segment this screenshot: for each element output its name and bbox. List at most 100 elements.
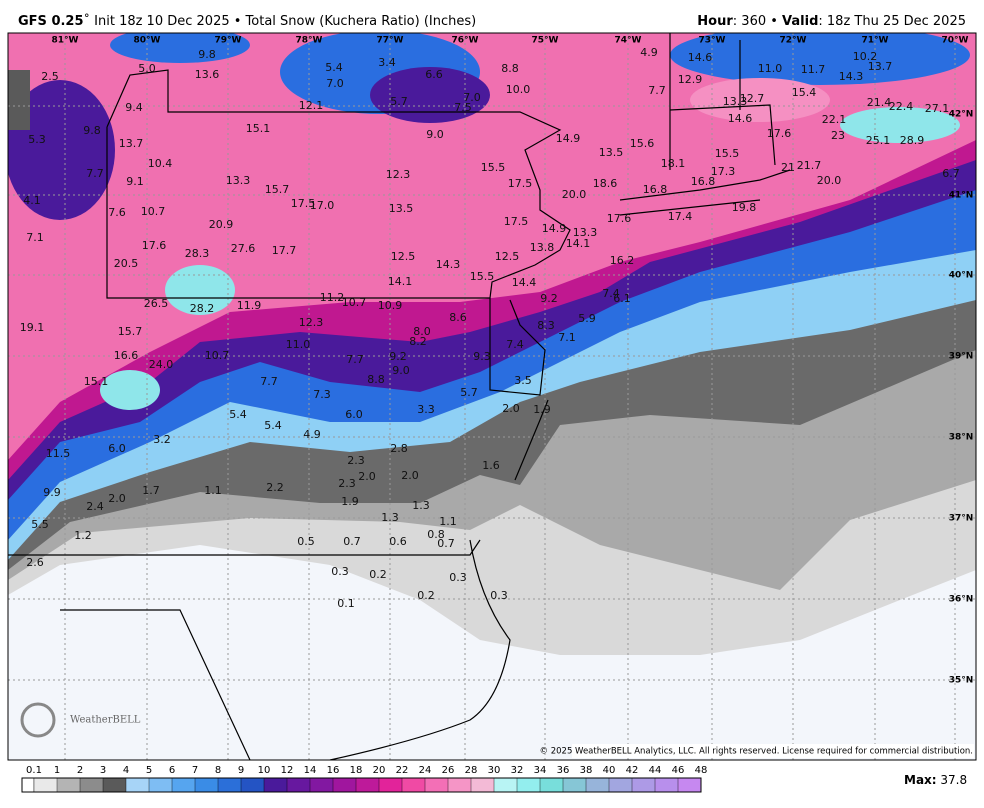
colorbar-tick-label: 14 (304, 765, 317, 776)
lat-label: 39°N (949, 352, 974, 362)
snow-amount-label: 14.1 (388, 275, 413, 288)
snow-amount-label: 17.3 (711, 165, 736, 178)
lat-label: 40°N (949, 271, 974, 281)
colorbar-tick-label: 16 (327, 765, 340, 776)
snow-amount-label: 23 (831, 129, 845, 142)
snow-amount-label: 8.8 (367, 373, 385, 386)
snow-amount-label: 9.4 (125, 101, 143, 114)
snow-amount-label: 6.0 (108, 442, 126, 455)
snow-amount-label: 17.5 (508, 177, 533, 190)
snow-amount-label: 1.1 (204, 484, 222, 497)
snow-amount-label: 13.6 (195, 68, 220, 81)
snow-amount-label: 2.3 (347, 454, 365, 467)
colorbar-box (632, 778, 655, 792)
snow-amount-label: 8.6 (449, 311, 467, 324)
colorbar-tick-label: 24 (419, 765, 432, 776)
snow-amount-label: 7.0 (463, 91, 481, 104)
snow-amount-label: 12.3 (299, 316, 324, 329)
snow-amount-label: 7.4 (602, 287, 620, 300)
snow-amount-label: 27.1 (925, 102, 950, 115)
snow-amount-label: 14.3 (839, 70, 864, 83)
colorbar-box (218, 778, 241, 792)
snow-amount-label: 14.9 (542, 222, 567, 235)
snow-amount-label: 0.3 (449, 571, 467, 584)
snow-amount-label: 10.4 (148, 157, 173, 170)
snow-amount-label: 6.7 (942, 167, 960, 180)
snow-amount-label: 10.0 (506, 83, 531, 96)
snow-amount-label: 8.0 (413, 325, 431, 338)
header-segment: : 360 • (733, 14, 782, 29)
snow-amount-label: 10.7 (141, 205, 166, 218)
colorbar-tick-label: 44 (649, 765, 662, 776)
snow-amount-label: 14.4 (512, 276, 537, 289)
colorbar-box (287, 778, 310, 792)
colorbar-box (471, 778, 494, 792)
snow-amount-label: 15.6 (630, 137, 655, 150)
colorbar-tick-label: 38 (580, 765, 593, 776)
snow-amount-label: 7.6 (108, 206, 126, 219)
header-right: Hour: 360 • Valid: 18z Thu 25 Dec 2025 (697, 14, 966, 29)
colorbar-tick-label: 48 (695, 765, 708, 776)
snow-amount-label: 10.2 (853, 50, 878, 63)
colorbar-box (609, 778, 632, 792)
snow-amount-label: 15.5 (715, 147, 740, 160)
snow-amount-label: 15.4 (792, 86, 817, 99)
snow-amount-label: 0.3 (490, 589, 508, 602)
snow-amount-label: 5.9 (578, 312, 596, 325)
snow-amount-label: 7.7 (260, 375, 278, 388)
snow-amount-label: 5.3 (28, 133, 46, 146)
snow-amount-label: 18.1 (661, 157, 686, 170)
snow-amount-label: 9.2 (389, 350, 407, 363)
header-segment: Hour (697, 14, 733, 29)
snow-amount-label: 11.0 (758, 62, 783, 75)
snow-amount-label: 1.1 (439, 515, 457, 528)
snow-amount-label: 0.7 (343, 535, 361, 548)
snow-amount-label: 6.0 (345, 408, 363, 421)
snow-amount-label: 12.7 (740, 92, 765, 105)
snow-amount-label: 10.9 (378, 299, 403, 312)
colorbar-tick-label: 32 (511, 765, 524, 776)
snow-amount-label: 2.2 (266, 481, 284, 494)
header-segment: ˚ Init 18z 10 Dec 2025 • Total Snow (Kuc… (84, 13, 477, 29)
header-segment: Valid (782, 14, 818, 29)
header-left: GFS 0.25˚ Init 18z 10 Dec 2025 • Total S… (18, 13, 476, 29)
logo-swirl (20, 702, 56, 738)
snow-amount-label: 20.0 (817, 174, 842, 187)
snow-amount-label: 7.1 (558, 331, 576, 344)
snow-amount-label: 14.6 (728, 112, 753, 125)
colorbar-box (195, 778, 218, 792)
snow-amount-label: 0.3 (331, 565, 349, 578)
colorbar-box (80, 778, 103, 792)
lon-label: 71°W (862, 36, 889, 46)
snow-amount-label: 3.2 (153, 433, 171, 446)
snow-amount-label: 28.3 (185, 247, 210, 260)
map-field (8, 33, 976, 760)
snow-amount-label: 25.1 (866, 134, 891, 147)
snow-amount-label: 13.8 (530, 241, 555, 254)
snow-amount-label: 5.4 (229, 408, 247, 421)
lat-label: 41°N (949, 191, 974, 201)
colorbar-box (310, 778, 333, 792)
colorbar-box (172, 778, 195, 792)
colorbar-box (34, 778, 57, 792)
snow-amount-label: 0.6 (389, 535, 407, 548)
colorbar-tick-label: 20 (373, 765, 386, 776)
colorbar-box (241, 778, 264, 792)
colorbar-tick-label: 46 (672, 765, 685, 776)
colorbar-tick-label: 34 (534, 765, 547, 776)
snow-amount-label: 15.1 (84, 375, 109, 388)
snow-amount-label: 13.7 (868, 60, 893, 73)
map-frame (7, 32, 977, 761)
lon-label: 74°W (615, 36, 642, 46)
snow-amount-label: 9.0 (426, 128, 444, 141)
colorbar-box (655, 778, 678, 792)
snow-amount-label: 9.1 (126, 175, 144, 188)
snow-amount-label: 11.5 (46, 447, 71, 460)
snow-amount-label: 1.7 (142, 484, 160, 497)
colorbar-tick-label: 26 (442, 765, 455, 776)
snow-amount-label: 0.2 (369, 568, 387, 581)
colorbar-tick-label: 10 (258, 765, 271, 776)
field-blob (100, 370, 160, 410)
snow-amount-label: 6.1 (613, 292, 631, 305)
snow-amount-label: 10.7 (205, 349, 230, 362)
